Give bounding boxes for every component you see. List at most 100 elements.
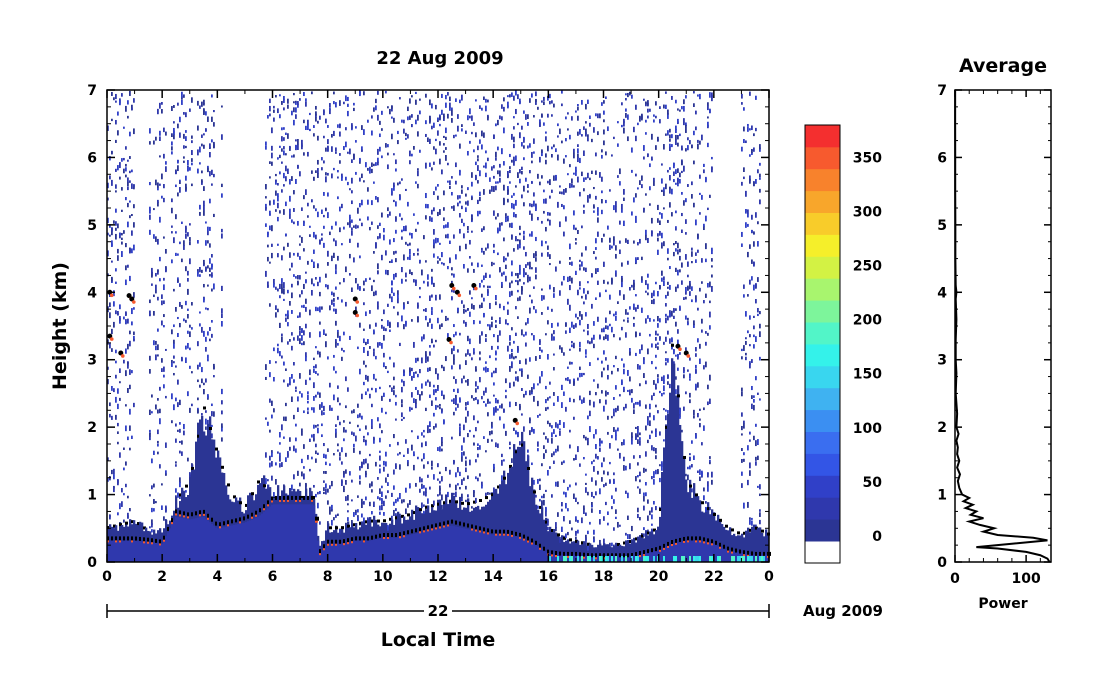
aerosol-column	[673, 363, 676, 562]
noise-speck	[635, 331, 637, 337]
noise-speck	[507, 95, 509, 98]
noise-speck	[705, 215, 707, 222]
noise-speck	[297, 396, 299, 402]
noise-speck	[415, 371, 417, 374]
noise-speck	[157, 108, 159, 115]
noise-speck	[537, 173, 539, 179]
noise-speck	[489, 355, 491, 359]
aerosol-layer-marker	[635, 537, 638, 541]
noise-speck	[539, 413, 541, 416]
noise-speck	[539, 181, 541, 186]
noise-speck	[453, 492, 455, 495]
noise-speck	[529, 170, 531, 174]
noise-speck	[441, 494, 443, 501]
noise-speck	[321, 434, 323, 438]
noise-speck	[279, 463, 281, 466]
noise-speck	[393, 485, 395, 490]
noise-speck	[319, 404, 321, 410]
noise-speck	[453, 334, 455, 338]
noise-speck	[555, 434, 557, 437]
noise-speck	[425, 441, 427, 447]
noise-speck	[481, 250, 483, 253]
noise-speck	[399, 97, 401, 100]
noise-speck	[203, 110, 205, 115]
noise-speck	[395, 513, 397, 517]
noise-speck	[503, 197, 505, 202]
noise-speck	[579, 128, 581, 135]
noise-speck	[335, 339, 337, 344]
noise-speck	[697, 233, 699, 239]
noise-speck	[679, 255, 681, 261]
noise-speck	[461, 189, 463, 194]
noise-speck	[395, 418, 397, 421]
noise-speck	[275, 179, 277, 185]
noise-speck	[651, 217, 653, 224]
noise-speck	[207, 116, 209, 122]
noise-speck	[307, 119, 309, 126]
noise-speck	[741, 231, 743, 237]
noise-speck	[347, 222, 349, 226]
noise-speck	[369, 346, 371, 349]
noise-speck	[401, 379, 403, 383]
noise-speck	[745, 352, 747, 356]
noise-speck	[605, 96, 607, 99]
noise-speck	[197, 271, 199, 277]
mixed-layer-column	[525, 540, 528, 562]
noise-speck	[431, 294, 433, 298]
noise-speck	[559, 221, 561, 228]
noise-speck	[627, 114, 629, 120]
noise-speck	[379, 146, 381, 152]
noise-speck	[461, 300, 463, 304]
noise-speck	[565, 155, 567, 158]
noise-speck	[211, 94, 213, 98]
noise-speck	[519, 132, 521, 139]
noise-speck	[613, 499, 615, 504]
noise-speck	[743, 139, 745, 144]
mixed-layer-column	[567, 554, 570, 562]
mixed-layer-column	[441, 527, 444, 562]
noise-speck	[749, 91, 751, 96]
noise-speck	[501, 148, 503, 155]
noise-speck	[649, 317, 651, 322]
noise-speck	[569, 284, 571, 291]
noise-speck	[565, 138, 567, 142]
noise-speck	[651, 528, 653, 533]
mixed-layer-column	[157, 543, 160, 562]
noise-speck	[299, 98, 301, 101]
aerosol-column	[679, 424, 682, 562]
noise-speck	[531, 203, 533, 208]
noise-speck	[483, 250, 485, 255]
noise-speck	[279, 295, 281, 299]
noise-speck	[209, 198, 211, 204]
noise-speck	[675, 182, 677, 185]
noise-speck	[133, 204, 135, 209]
noise-speck	[513, 356, 515, 360]
noise-speck	[581, 399, 583, 404]
noise-speck	[599, 447, 601, 452]
mixed-layer-column	[121, 540, 124, 562]
noise-speck	[357, 414, 359, 419]
noise-speck	[209, 143, 211, 149]
noise-speck	[629, 376, 631, 382]
noise-speck	[297, 275, 299, 280]
noise-speck	[399, 493, 401, 499]
noise-speck	[635, 401, 637, 405]
noise-speck	[503, 237, 505, 242]
noise-speck	[271, 461, 273, 467]
noise-speck	[295, 107, 297, 113]
noise-speck	[371, 221, 373, 225]
aerosol-column	[205, 435, 208, 562]
noise-speck	[397, 130, 399, 135]
noise-speck	[477, 399, 479, 403]
noise-speck	[155, 179, 157, 186]
noise-speck	[179, 304, 181, 307]
boundary-layer-highlight	[539, 547, 542, 550]
noise-speck	[527, 276, 529, 283]
noise-speck	[295, 139, 297, 142]
noise-speck	[511, 133, 513, 140]
noise-speck	[355, 509, 357, 513]
noise-speck	[437, 317, 439, 324]
noise-speck	[339, 131, 341, 137]
noise-speck	[565, 216, 567, 222]
noise-speck	[437, 494, 439, 497]
